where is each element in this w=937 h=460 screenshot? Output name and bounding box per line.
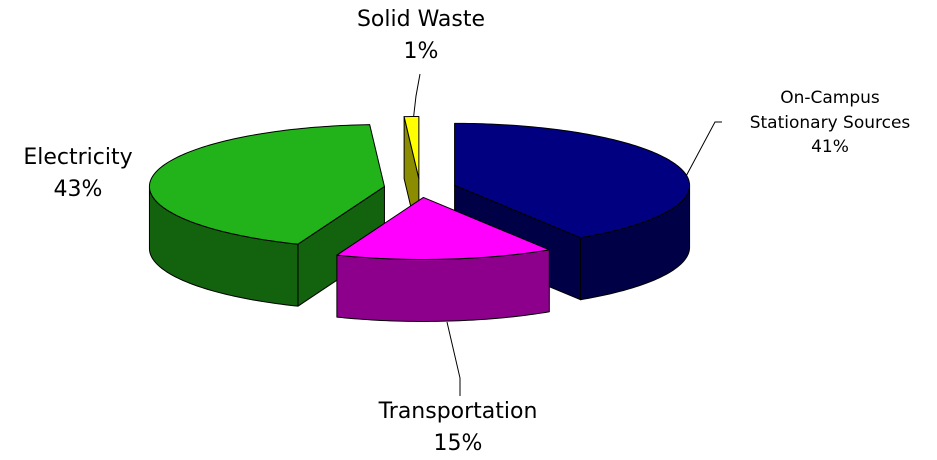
slice-label: On-Campus Stationary Sources 41%	[735, 86, 925, 160]
slice-top	[454, 122, 691, 239]
value-label: 15%	[433, 430, 483, 456]
slice-top	[403, 116, 420, 180]
slice-wall	[336, 249, 550, 322]
category-label: On-Campus Stationary Sources	[749, 88, 911, 133]
leader-line	[446, 321, 461, 396]
category-label: Electricity	[23, 145, 133, 170]
leader-line	[683, 121, 722, 181]
slice-top	[336, 196, 550, 260]
category-label: Transportation	[378, 399, 538, 424]
value-label: 41%	[811, 137, 849, 158]
slice-label: Transportation 15%	[328, 396, 588, 460]
pie-slice	[336, 196, 550, 322]
slice-label: Electricity 43%	[0, 142, 158, 206]
slice-label: Solid Waste 1%	[321, 4, 521, 68]
category-label: Solid Waste	[356, 7, 486, 32]
value-label: 1%	[403, 38, 439, 64]
value-label: 43%	[53, 176, 103, 202]
leader-line	[412, 73, 421, 123]
slice-top	[148, 124, 385, 245]
pie-slice	[148, 124, 385, 307]
